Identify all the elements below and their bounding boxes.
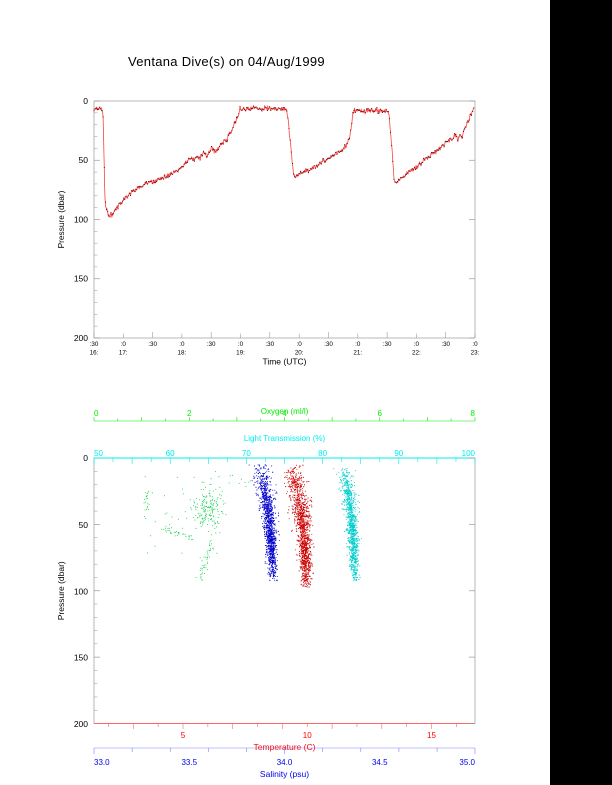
svg-text:Oxygen (ml/l): Oxygen (ml/l): [261, 407, 309, 416]
svg-text::0: :0: [238, 340, 244, 347]
svg-text:6: 6: [378, 409, 383, 418]
svg-text:2: 2: [187, 409, 192, 418]
svg-text::30: :30: [324, 340, 333, 347]
svg-text:22:: 22:: [412, 349, 421, 356]
svg-text::30: :30: [207, 340, 216, 347]
svg-text::30: :30: [148, 340, 157, 347]
svg-text::30: :30: [265, 340, 274, 347]
svg-text:Light Transmission (%): Light Transmission (%): [244, 434, 326, 443]
svg-text:18:: 18:: [178, 349, 187, 356]
svg-text:200: 200: [74, 333, 88, 343]
svg-text:16:: 16:: [90, 349, 99, 356]
svg-text:23:: 23:: [471, 349, 480, 356]
svg-text::30: :30: [383, 340, 392, 347]
svg-text:Time (UTC): Time (UTC): [262, 356, 306, 366]
svg-text::0: :0: [179, 340, 185, 347]
svg-text:0: 0: [83, 96, 88, 106]
svg-text::0: :0: [355, 340, 361, 347]
svg-text:8: 8: [471, 409, 476, 418]
svg-text:150: 150: [74, 273, 88, 283]
svg-text::0: :0: [414, 340, 420, 347]
svg-text:0: 0: [94, 409, 99, 418]
svg-text::30: :30: [441, 340, 450, 347]
svg-text:19:: 19:: [236, 349, 245, 356]
svg-text::0: :0: [297, 340, 303, 347]
svg-text:100: 100: [74, 214, 88, 224]
svg-text::0: :0: [472, 340, 478, 347]
svg-text:Pressure (dbar): Pressure (dbar): [56, 190, 66, 248]
svg-text::0: :0: [121, 340, 127, 347]
svg-text:17:: 17:: [119, 349, 128, 356]
svg-text:21:: 21:: [353, 349, 362, 356]
svg-text::30: :30: [90, 340, 99, 347]
svg-text:50: 50: [79, 155, 89, 165]
